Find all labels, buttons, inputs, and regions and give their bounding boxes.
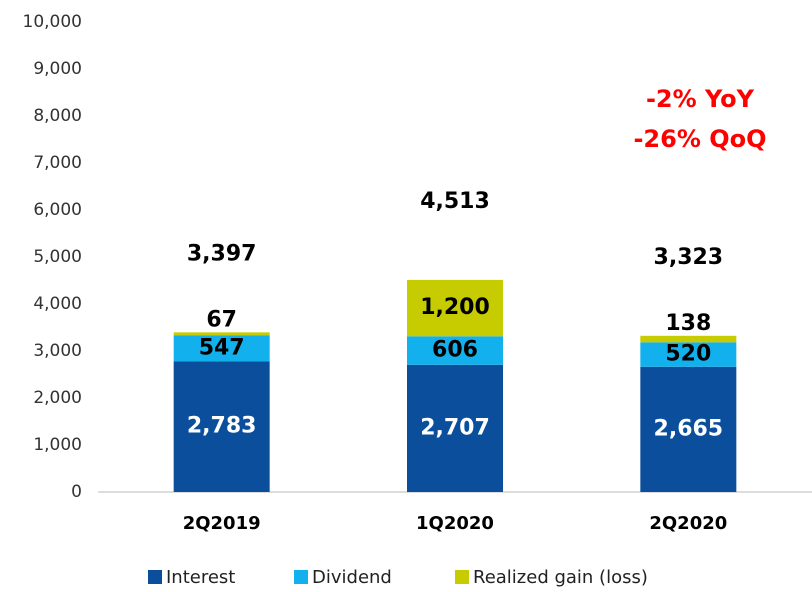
- legend-swatch: [455, 570, 469, 584]
- data-label: 2,707: [420, 415, 490, 440]
- data-label: 520: [665, 342, 711, 367]
- data-label: 606: [432, 338, 478, 363]
- total-label: 4,513: [420, 189, 490, 214]
- y-tick-label: 10,000: [23, 12, 82, 32]
- total-label: 3,397: [187, 241, 257, 266]
- annotation: -2% YoY: [646, 85, 755, 113]
- total-label: 3,323: [654, 245, 724, 270]
- annotation: -26% QoQ: [633, 125, 766, 153]
- bar-segment: [173, 361, 270, 492]
- bar-segment: [640, 366, 737, 492]
- bar-segment: [173, 335, 270, 362]
- x-tick-label: 2Q2020: [649, 513, 727, 534]
- y-tick-label: 9,000: [33, 59, 82, 79]
- bar-segment: [640, 335, 737, 343]
- bar-segment: [173, 332, 270, 336]
- data-label: 547: [199, 335, 245, 360]
- y-tick-label: 3,000: [33, 341, 82, 361]
- y-tick-label: 2,000: [33, 388, 82, 408]
- y-tick-label: 1,000: [33, 435, 82, 455]
- bar-segment: [640, 342, 737, 367]
- y-tick-label: 6,000: [33, 200, 82, 220]
- bar-segment: [407, 364, 503, 492]
- legend-label: Realized gain (loss): [473, 567, 648, 588]
- legend-swatch: [294, 570, 308, 584]
- data-label: 138: [665, 311, 711, 336]
- legend-label: Dividend: [312, 567, 392, 588]
- bar-segment: [407, 279, 503, 337]
- data-label: 1,200: [420, 295, 490, 320]
- legend-label: Interest: [166, 567, 235, 588]
- y-tick-label: 8,000: [33, 106, 82, 126]
- bar-segment: [407, 336, 503, 365]
- legend-swatch: [148, 570, 162, 584]
- y-tick-label: 5,000: [33, 247, 82, 267]
- data-label: 2,783: [187, 414, 257, 439]
- data-label: 2,665: [654, 416, 724, 441]
- y-tick-label: 0: [71, 482, 82, 502]
- y-tick-label: 4,000: [33, 294, 82, 314]
- x-tick-label: 1Q2020: [416, 513, 494, 534]
- x-tick-label: 2Q2019: [183, 513, 261, 534]
- data-label: 67: [206, 307, 237, 332]
- y-tick-label: 7,000: [33, 153, 82, 173]
